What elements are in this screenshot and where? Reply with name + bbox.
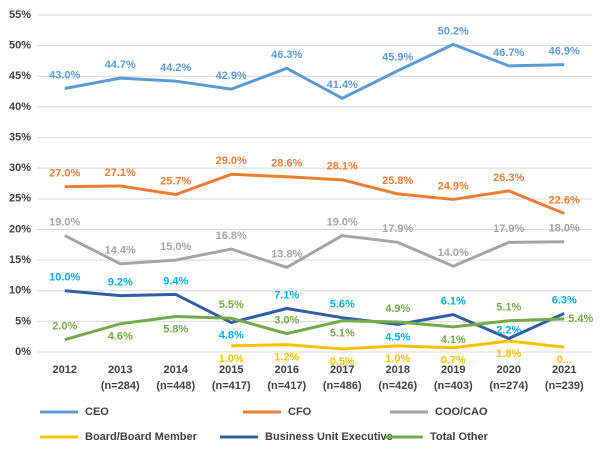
y-tick-label: 5% bbox=[15, 315, 31, 327]
data-label: 2.2% bbox=[496, 324, 521, 336]
data-label: 15.0% bbox=[160, 241, 191, 253]
data-label: 28.1% bbox=[327, 161, 358, 173]
data-label: 5.5% bbox=[219, 299, 244, 311]
x-tick-label: 2014 (n=448) bbox=[156, 364, 196, 392]
data-label: 43.0% bbox=[49, 69, 80, 81]
y-tick-label: 20% bbox=[9, 223, 31, 235]
series-line bbox=[64, 172, 565, 215]
data-label: 5.6% bbox=[330, 299, 355, 311]
y-tick-label: 25% bbox=[9, 193, 31, 205]
data-label: 46.7% bbox=[493, 47, 524, 59]
x-tick-label: 2012 bbox=[52, 364, 77, 376]
data-label: 10.0% bbox=[49, 272, 80, 284]
y-tick-label: 45% bbox=[9, 70, 31, 82]
data-label: 28.6% bbox=[271, 158, 302, 170]
data-label: 18.0% bbox=[549, 223, 580, 235]
data-label: 50.2% bbox=[438, 25, 469, 37]
y-tick-label: 55% bbox=[9, 9, 31, 21]
data-label: 5.4% bbox=[568, 313, 593, 325]
data-label: 44.7% bbox=[105, 59, 136, 71]
series-line bbox=[64, 289, 565, 341]
data-label: 19.0% bbox=[327, 216, 358, 228]
legend-label: Business Unit Executive bbox=[265, 431, 393, 443]
legend-label: CEO bbox=[85, 406, 109, 418]
x-tick-label: 2019 (n=403) bbox=[433, 364, 473, 392]
data-label: 3.0% bbox=[274, 315, 299, 327]
x-tick-label: 2018 (n=426) bbox=[378, 364, 418, 392]
x-tick-label: 2015 (n=417) bbox=[211, 364, 251, 392]
data-label: 4.9% bbox=[385, 303, 410, 315]
data-label: 26.3% bbox=[493, 172, 524, 184]
y-tick-label: 50% bbox=[9, 40, 31, 52]
data-label: 25.8% bbox=[382, 175, 413, 187]
data-label: 4.8% bbox=[219, 329, 244, 341]
legend-label: COO/CAO bbox=[435, 406, 488, 418]
data-label: 14.0% bbox=[438, 247, 469, 259]
data-label: 0... bbox=[557, 354, 572, 366]
data-label: 27.1% bbox=[105, 167, 136, 179]
data-label: 9.2% bbox=[108, 277, 133, 289]
data-label: 4.6% bbox=[108, 331, 133, 343]
x-tick-label: 2021 (n=239) bbox=[544, 364, 584, 392]
legend-label: Total Other bbox=[430, 431, 489, 443]
data-label: 1.8% bbox=[496, 348, 521, 360]
data-label: 27.0% bbox=[49, 167, 80, 179]
series-line bbox=[64, 314, 565, 342]
data-label: 1.2% bbox=[274, 352, 299, 364]
data-label: 14.4% bbox=[105, 245, 136, 257]
data-label: 4.1% bbox=[441, 334, 466, 346]
data-label: 5.1% bbox=[496, 302, 521, 314]
data-label: 7.1% bbox=[274, 289, 299, 301]
data-label: 5.1% bbox=[330, 328, 355, 340]
data-label: 16.8% bbox=[216, 230, 247, 242]
x-tick-label: 2017 (n=486) bbox=[322, 364, 362, 392]
data-label: 0.5% bbox=[330, 356, 355, 368]
data-label: 6.1% bbox=[441, 296, 466, 308]
y-tick-label: 0% bbox=[15, 346, 31, 358]
data-label: 41.4% bbox=[327, 79, 358, 91]
data-label: 45.9% bbox=[382, 52, 413, 64]
data-label: 2.0% bbox=[52, 321, 77, 333]
data-label: 9.4% bbox=[163, 275, 188, 287]
series-line bbox=[231, 339, 565, 351]
data-label: 25.7% bbox=[160, 175, 191, 187]
data-label: 1.0% bbox=[385, 353, 410, 365]
data-label: 29.0% bbox=[216, 155, 247, 167]
y-tick-label: 40% bbox=[9, 101, 31, 113]
data-label: 46.3% bbox=[271, 49, 302, 61]
data-label: 1.0% bbox=[219, 353, 244, 365]
legend-label: Board/Board Member bbox=[85, 431, 198, 443]
x-tick-label: 2016 (n=417) bbox=[267, 364, 307, 392]
data-label: 0.7% bbox=[441, 355, 466, 367]
series-line bbox=[64, 234, 565, 269]
y-tick-label: 10% bbox=[9, 285, 31, 297]
data-label: 24.9% bbox=[438, 180, 469, 192]
data-label: 19.0% bbox=[49, 216, 80, 228]
y-tick-label: 30% bbox=[9, 162, 31, 174]
x-tick-label: 2020 (n=274) bbox=[489, 364, 529, 392]
y-tick-label: 35% bbox=[9, 131, 31, 143]
data-label: 6.3% bbox=[552, 294, 577, 306]
data-label: 17.9% bbox=[493, 223, 524, 235]
series-line bbox=[64, 42, 565, 100]
data-label: 42.9% bbox=[216, 70, 247, 82]
data-label: 46.9% bbox=[549, 46, 580, 58]
data-label: 44.2% bbox=[160, 62, 191, 74]
x-tick-label: 2013 (n=284) bbox=[100, 364, 140, 392]
y-tick-label: 15% bbox=[9, 254, 31, 266]
data-label: 13.8% bbox=[271, 248, 302, 260]
data-label: 5.8% bbox=[163, 323, 188, 335]
data-label: 22.6% bbox=[549, 194, 580, 206]
data-label: 4.5% bbox=[385, 331, 410, 343]
data-label: 17.9% bbox=[382, 223, 413, 235]
legend-label: CFO bbox=[288, 406, 312, 418]
